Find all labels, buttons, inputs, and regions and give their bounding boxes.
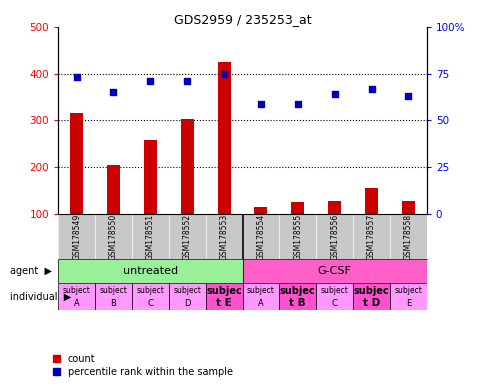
Text: subject: subject [173, 286, 201, 295]
Bar [70, 113, 83, 214]
Bar [217, 62, 230, 214]
Text: subjec: subjec [279, 286, 315, 296]
Text: GSM178554: GSM178554 [256, 214, 265, 260]
Text: E: E [405, 299, 410, 308]
Bar [364, 188, 377, 214]
Text: subject: subject [136, 286, 164, 295]
Text: subject: subject [62, 286, 91, 295]
Text: subjec: subjec [206, 286, 242, 296]
Text: GSM178558: GSM178558 [403, 214, 412, 260]
Text: C: C [331, 299, 337, 308]
Text: subject: subject [99, 286, 127, 295]
Point [293, 101, 301, 107]
Text: GSM178553: GSM178553 [219, 214, 228, 260]
Bar [316, 283, 352, 310]
Text: subject: subject [393, 286, 422, 295]
Bar [352, 283, 389, 310]
Bar [279, 283, 316, 310]
Point [367, 86, 375, 92]
Text: GSM178557: GSM178557 [366, 214, 375, 260]
Bar [144, 140, 156, 214]
Point [220, 71, 227, 77]
Title: GDS2959 / 235253_at: GDS2959 / 235253_at [173, 13, 311, 26]
Bar [291, 202, 303, 214]
Text: B: B [110, 299, 116, 308]
Bar [242, 283, 279, 310]
Bar [58, 283, 95, 310]
Text: GSM178555: GSM178555 [293, 214, 302, 260]
Text: A: A [74, 299, 79, 308]
Text: individual  ▶: individual ▶ [10, 292, 71, 302]
Bar [107, 165, 120, 214]
Bar [328, 201, 340, 214]
Bar [181, 119, 193, 214]
Bar [95, 283, 132, 310]
Point [146, 78, 154, 84]
Text: subjec: subjec [353, 286, 389, 296]
Point [109, 89, 117, 95]
Bar [205, 283, 242, 310]
Point [330, 91, 338, 97]
Point [404, 93, 411, 99]
Text: t D: t D [362, 298, 379, 308]
Text: GSM178549: GSM178549 [72, 214, 81, 260]
Text: GSM178552: GSM178552 [182, 214, 191, 260]
Text: agent  ▶: agent ▶ [10, 266, 52, 276]
Text: GSM178551: GSM178551 [146, 214, 154, 260]
Point [257, 101, 264, 107]
Point [183, 78, 191, 84]
Text: t E: t E [216, 298, 231, 308]
Bar [58, 259, 242, 283]
Bar [401, 201, 414, 214]
Text: untreated: untreated [122, 266, 178, 276]
Legend: count, percentile rank within the sample: count, percentile rank within the sample [53, 354, 232, 377]
Text: GSM178550: GSM178550 [109, 214, 118, 260]
Text: G-CSF: G-CSF [317, 266, 351, 276]
Bar [254, 207, 267, 214]
Text: C: C [147, 299, 153, 308]
Point [73, 74, 80, 80]
Text: A: A [257, 299, 263, 308]
Text: D: D [183, 299, 190, 308]
Text: subject: subject [320, 286, 348, 295]
Bar [242, 259, 426, 283]
Text: subject: subject [246, 286, 274, 295]
Bar [168, 283, 205, 310]
Bar [389, 283, 426, 310]
Bar [132, 283, 168, 310]
Text: t B: t B [289, 298, 305, 308]
Text: GSM178556: GSM178556 [330, 214, 338, 260]
